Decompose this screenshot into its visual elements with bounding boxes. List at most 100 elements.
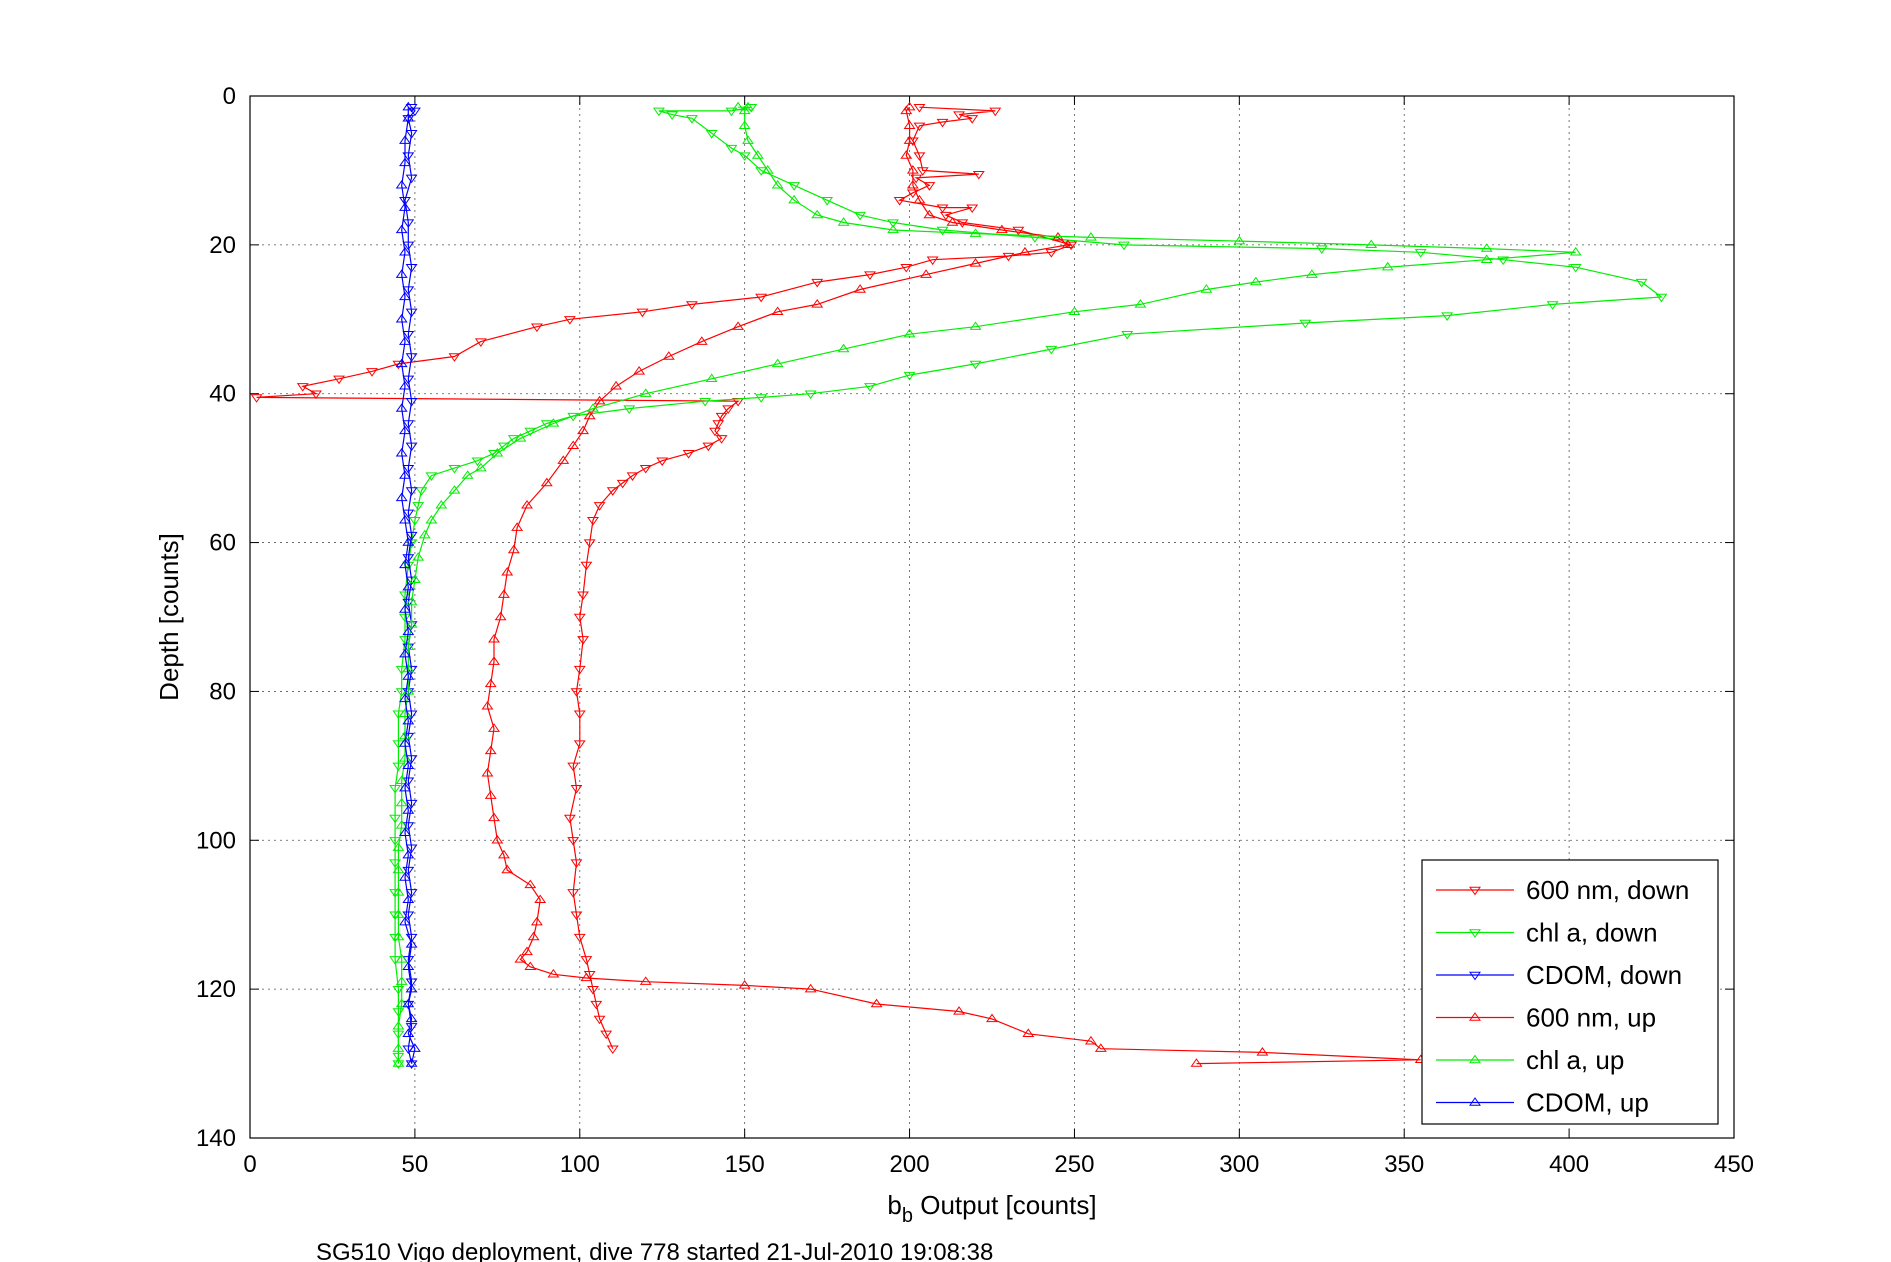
data-point-600-nm-down	[590, 1000, 603, 1010]
data-point-cdom-down	[405, 665, 418, 675]
data-point-600-nm-down	[1012, 226, 1025, 236]
data-point-cdom-down	[405, 531, 418, 541]
data-point-600-nm-down	[593, 502, 606, 511]
data-point-cdom-up	[402, 849, 415, 859]
data-point-600-nm-down	[583, 539, 596, 548]
data-point-chl-a-down	[1635, 278, 1648, 288]
x-tick-label: 100	[560, 1151, 600, 1178]
data-point-600-nm-up	[501, 864, 514, 874]
data-point-chl-a-down	[389, 814, 402, 824]
data-point-600-nm-up	[995, 224, 1008, 234]
data-point-600-nm-down	[966, 204, 979, 214]
data-point-chl-a-up	[392, 1058, 405, 1067]
data-point-chl-a-down	[408, 517, 421, 526]
data-point-600-nm-up	[481, 700, 494, 710]
data-point-chl-a-down	[1497, 256, 1510, 266]
y-tick-label: 60	[209, 530, 236, 557]
data-point-cdom-down	[408, 107, 421, 117]
data-point-600-nm-down	[573, 740, 586, 749]
data-point-chl-a-down	[1121, 330, 1134, 340]
data-point-cdom-up	[399, 782, 411, 792]
data-point-chl-a-up	[418, 529, 431, 539]
data-point-600-nm-up	[920, 269, 932, 278]
data-point-600-nm-down	[656, 457, 669, 467]
y-tick-label: 0	[223, 83, 236, 110]
data-point-600-nm-up	[530, 916, 543, 926]
data-point-600-nm-up	[514, 953, 527, 963]
data-point-600-nm-down	[296, 383, 309, 392]
data-point-600-nm-down	[570, 859, 583, 868]
data-point-600-nm-up	[695, 336, 708, 345]
data-point-chl-a-down	[415, 487, 428, 496]
data-point-600-nm-up	[854, 284, 867, 293]
data-point-chl-a-down	[392, 762, 405, 772]
data-point-600-nm-down	[616, 479, 629, 489]
legend-label-chl-a-up: chl a, up	[1526, 1045, 1624, 1075]
x-tick-label: 200	[890, 1151, 930, 1178]
data-point-chl-a-down	[623, 405, 636, 414]
data-point-600-nm-up	[946, 217, 959, 226]
data-point-600-nm-up	[1094, 1043, 1107, 1052]
data-point-cdom-down	[402, 241, 415, 251]
data-point-cdom-up	[402, 805, 415, 814]
data-point-600-nm-down	[567, 762, 580, 772]
data-point-cdom-down	[405, 442, 418, 452]
data-point-600-nm-down	[250, 394, 263, 403]
data-point-chl-a-up	[474, 462, 487, 472]
data-point-chl-a-up	[395, 998, 408, 1008]
x-tick-label: 300	[1219, 1151, 1259, 1178]
data-point-chl-a-down	[699, 397, 712, 407]
data-point-chl-a-up	[969, 228, 982, 237]
data-point-600-nm-down	[600, 1030, 613, 1040]
data-point-600-nm-down	[626, 472, 639, 481]
data-point-chl-a-up	[412, 552, 425, 561]
data-point-600-nm-down	[910, 174, 923, 184]
data-point-600-nm-up	[583, 410, 596, 420]
data-point-chl-a-down	[652, 107, 665, 117]
data-point-600-nm-up	[547, 968, 560, 978]
data-point-cdom-up	[402, 760, 415, 770]
data-point-600-nm-down	[685, 301, 698, 310]
data-point-chl-a-down	[1414, 249, 1427, 258]
data-point-cdom-up	[402, 112, 415, 122]
data-point-cdom-up	[399, 648, 411, 658]
data-point-chl-a-up	[395, 976, 408, 985]
data-point-cdom-up	[399, 604, 411, 613]
data-point-chl-a-up	[639, 388, 652, 397]
data-point-chl-a-up	[887, 224, 900, 234]
data-point-600-nm-down	[966, 115, 979, 124]
data-point-chl-a-down	[1655, 293, 1668, 303]
data-point-600-nm-up	[906, 165, 919, 174]
data-point-600-nm-up	[488, 656, 500, 665]
data-point-600-nm-down	[913, 103, 926, 113]
data-point-chl-a-up	[1233, 235, 1246, 245]
data-point-600-nm-down	[953, 111, 965, 120]
data-point-600-nm-up	[497, 589, 510, 598]
data-point-chl-a-up	[514, 432, 527, 442]
data-point-chl-a-down	[389, 911, 402, 921]
data-point-600-nm-down	[755, 293, 768, 303]
data-point-600-nm-up	[610, 380, 623, 390]
data-point-chl-a-up	[788, 194, 801, 204]
data-point-chl-a-up	[742, 101, 754, 111]
data-point-cdom-up	[395, 358, 408, 368]
data-point-600-nm-down	[573, 665, 586, 675]
data-point-chl-a-down	[425, 472, 438, 481]
series-600-nm-down	[250, 103, 1078, 1055]
data-point-600-nm-up	[577, 425, 590, 435]
data-point-600-nm-up	[491, 834, 504, 844]
legend-marker-chl-a-up	[1469, 1054, 1481, 1064]
data-point-cdom-up	[399, 693, 411, 703]
data-point-600-nm-down	[448, 353, 461, 362]
data-point-chl-a-up	[742, 135, 754, 144]
data-point-600-nm-up	[484, 790, 497, 799]
data-point-chl-a-up	[587, 403, 599, 412]
data-point-cdom-up	[402, 626, 415, 636]
data-point-600-nm-up	[488, 633, 500, 643]
data-point-600-nm-up	[732, 321, 745, 330]
legend-marker-cdom-up	[1469, 1097, 1481, 1106]
data-point-600-nm-up	[771, 306, 784, 316]
x-tick-label: 150	[725, 1151, 765, 1178]
data-point-cdom-down	[405, 308, 418, 318]
data-point-chl-a-up	[395, 797, 408, 807]
